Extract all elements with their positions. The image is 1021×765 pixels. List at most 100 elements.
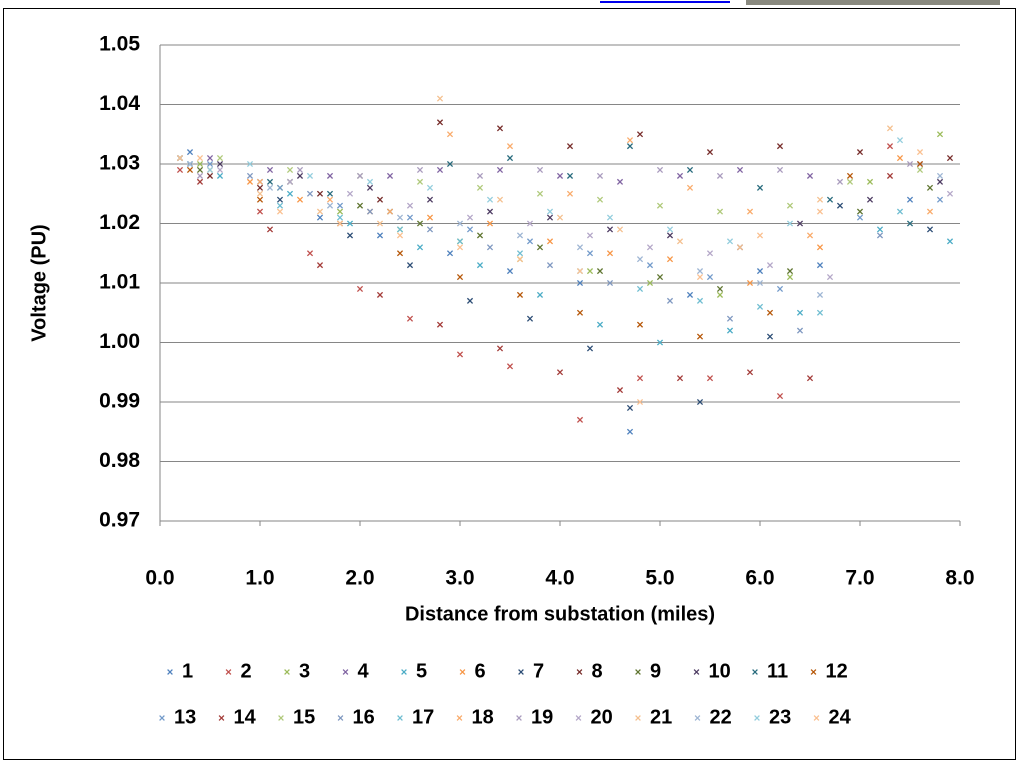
marker-stroke (635, 669, 641, 675)
marker-stroke (586, 232, 594, 239)
marker-stroke (936, 196, 944, 203)
point (286, 166, 294, 174)
marker-stroke (396, 250, 404, 257)
point (316, 208, 324, 215)
marker-stroke (486, 220, 494, 227)
point (406, 315, 414, 322)
marker-stroke (366, 184, 374, 191)
marker-stroke (536, 166, 544, 174)
marker-stroke (826, 196, 834, 203)
marker-stroke (746, 208, 754, 215)
point (586, 232, 594, 239)
marker-stroke (316, 262, 324, 269)
x-tick-label: 6.0 (745, 567, 774, 590)
marker-stroke (296, 166, 304, 174)
marker-stroke (756, 232, 764, 239)
marker-stroke (216, 166, 224, 174)
marker-stroke (266, 226, 274, 233)
point (596, 268, 604, 275)
point (696, 268, 704, 275)
marker-stroke (886, 125, 894, 132)
marker-stroke (796, 220, 804, 227)
legend-marker (167, 669, 173, 675)
x-tick-label: 7.0 (845, 567, 874, 590)
point (576, 244, 584, 251)
marker-stroke (401, 669, 407, 675)
marker-stroke (786, 220, 794, 227)
marker-stroke (506, 143, 514, 150)
point (186, 149, 194, 156)
point (326, 172, 334, 179)
point (366, 208, 374, 215)
point (546, 214, 554, 221)
marker-stroke (576, 268, 584, 275)
y-tick-label: 1.05 (99, 33, 140, 56)
marker-stroke (756, 279, 764, 287)
marker-stroke (754, 715, 760, 721)
marker-stroke (316, 214, 324, 221)
point (456, 273, 464, 281)
point (936, 178, 944, 185)
legend-label: 14 (234, 706, 257, 728)
point (536, 166, 544, 174)
marker-stroke (786, 202, 794, 209)
point (656, 202, 664, 209)
x-tick-label: 5.0 (645, 567, 674, 590)
marker-stroke (536, 244, 544, 251)
marker-stroke (346, 190, 354, 197)
legend-label: 8 (592, 660, 603, 682)
marker-stroke (626, 428, 634, 435)
marker-stroke (706, 375, 714, 382)
point (436, 321, 444, 328)
point (886, 125, 894, 132)
marker-stroke (676, 375, 684, 382)
point (306, 250, 314, 257)
marker-stroke (406, 214, 414, 221)
point (906, 160, 914, 168)
point (696, 333, 704, 340)
marker-stroke (646, 262, 654, 269)
marker-stroke (326, 190, 334, 197)
marker-stroke (646, 279, 654, 287)
point (366, 178, 374, 185)
point (506, 143, 514, 150)
point (926, 184, 934, 191)
point (636, 375, 644, 382)
marker-stroke (816, 309, 824, 316)
point (526, 220, 534, 227)
x-tick-label: 0.0 (145, 567, 174, 590)
marker-stroke (206, 160, 214, 168)
legend-marker (225, 669, 232, 675)
marker-stroke (337, 715, 344, 721)
point (806, 375, 814, 382)
point (426, 196, 434, 203)
point (646, 244, 654, 251)
legend-marker (576, 669, 583, 675)
point (906, 196, 914, 203)
point (256, 196, 264, 203)
marker-stroke (486, 244, 494, 251)
marker-stroke (906, 220, 914, 227)
point (526, 315, 534, 322)
point (366, 184, 374, 191)
point (486, 196, 494, 203)
point (596, 172, 604, 179)
x-tick-label: 4.0 (545, 567, 574, 590)
marker-stroke (206, 154, 214, 162)
point (866, 196, 874, 203)
marker-stroke (806, 172, 814, 179)
marker-stroke (566, 190, 574, 197)
marker-stroke (496, 196, 504, 203)
marker-stroke (906, 196, 914, 203)
marker-stroke (766, 262, 774, 269)
point (256, 208, 264, 215)
marker-stroke (886, 172, 894, 179)
marker-stroke (576, 416, 584, 423)
y-axis-title: Voltage (PU) (28, 224, 50, 341)
marker-stroke (426, 226, 434, 233)
y-tick-label: 0.98 (99, 449, 140, 472)
point (776, 166, 784, 174)
marker-stroke (946, 154, 954, 162)
point (196, 154, 204, 162)
marker-stroke (296, 172, 304, 179)
